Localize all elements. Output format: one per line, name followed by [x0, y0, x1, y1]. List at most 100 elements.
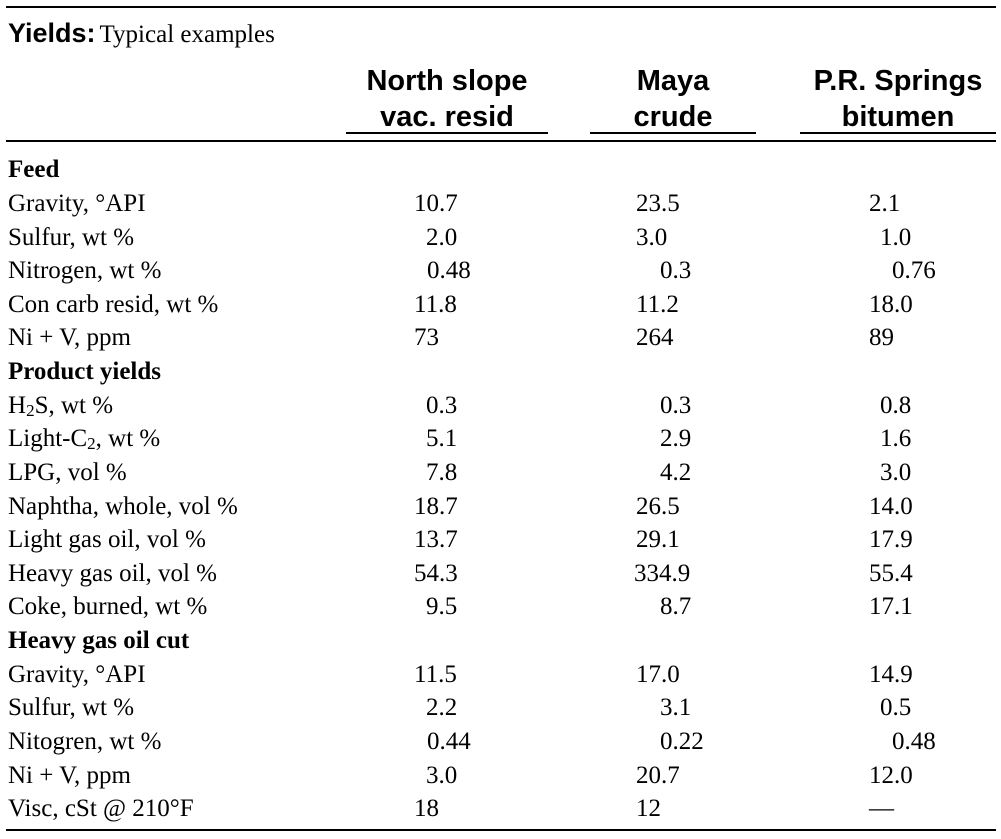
table-row: Sulfur, wt % 2.0 3.0 1.0: [0, 221, 1001, 255]
column-header-line: North slope: [366, 65, 528, 97]
cell-maya: 26.5: [636, 493, 680, 520]
title-bold: Yields:: [8, 18, 96, 48]
cell-maya: 0.22: [660, 728, 704, 755]
top-rule: [6, 6, 996, 8]
cell-pr-springs: 14.0: [869, 493, 913, 520]
table-row: Nitogren, wt % 0.44 0.22 0.48: [0, 725, 1001, 759]
cell-maya: 0.3: [660, 257, 692, 284]
cell-maya: 4.2: [660, 459, 692, 486]
cell-maya: 20.7: [636, 762, 680, 789]
table-row: Ni + V, ppm 3.0 20.7 12.0: [0, 759, 1001, 793]
row-label-part: H: [8, 392, 27, 419]
row-label: Naphtha, whole, vol %: [8, 493, 238, 520]
cell-north-slope: 73: [414, 324, 439, 351]
column-header-underline: [346, 132, 548, 134]
cell-north-slope: 11.5: [414, 661, 457, 688]
row-label-subscript: 2: [26, 401, 35, 420]
cell-north-slope: 3.0: [426, 762, 458, 789]
column-header-maya: Maya crude: [590, 63, 756, 135]
row-label: H2S, wt %: [8, 389, 113, 423]
cell-pr-springs: 0.76: [892, 257, 936, 284]
column-header-underline: [800, 132, 996, 134]
cell-north-slope: 2.2: [426, 694, 458, 721]
cell-maya: 12: [636, 795, 661, 822]
cell-north-slope: 11.8: [414, 291, 457, 318]
cell-north-slope: 18.7: [414, 493, 458, 520]
row-label: Light-C2, wt %: [8, 422, 160, 456]
cell-pr-springs: 1.0: [880, 224, 912, 251]
table-row: Heavy gas oil, vol % 54.3 334.9 55.4: [0, 557, 1001, 591]
column-header-line: P.R. Springs: [813, 65, 983, 97]
cell-pr-springs: 1.6: [880, 425, 912, 452]
column-header-line: Maya: [636, 65, 710, 97]
cell-north-slope: 10.7: [414, 190, 458, 217]
row-label: Con carb resid, wt %: [8, 291, 219, 318]
row-label: Nitogren, wt %: [8, 728, 162, 755]
table-row: Light gas oil, vol % 13.7 29.1 17.9: [0, 523, 1001, 557]
table-row: Gravity, °API 10.7 23.5 2.1: [0, 187, 1001, 221]
cell-pr-springs: 0.8: [880, 392, 912, 419]
cell-maya: 3.1: [660, 694, 692, 721]
cell-north-slope: 0.3: [426, 392, 458, 419]
cell-maya: 8.7: [660, 593, 692, 620]
cell-north-slope: 18: [414, 795, 439, 822]
cell-pr-springs: 18.0: [869, 291, 913, 318]
cell-maya: 11.2: [636, 291, 679, 318]
column-header-north-slope: North slope vac. resid: [346, 63, 548, 135]
row-label-part: Light-C: [8, 425, 88, 452]
cell-pr-springs: 17.1: [869, 593, 913, 620]
cell-pr-springs: 17.9: [869, 526, 913, 553]
row-label-subscript: 2: [87, 434, 96, 453]
row-label: Gravity, °API: [8, 661, 146, 688]
cell-pr-springs: 0.48: [892, 728, 936, 755]
table-row: Nitrogen, wt % 0.48 0.3 0.76: [0, 254, 1001, 288]
cell-maya: 29.1: [636, 526, 680, 553]
cell-pr-springs: 0.5: [880, 694, 912, 721]
cell-pr-springs: 12.0: [869, 762, 913, 789]
table-row: Coke, burned, wt % 9.5 8.7 17.1: [0, 590, 1001, 624]
column-header-line: bitumen: [841, 101, 955, 133]
row-label: Heavy gas oil, vol %: [8, 560, 217, 587]
cell-pr-springs: 89: [869, 324, 894, 351]
cell-north-slope: 7.8: [426, 459, 458, 486]
cell-maya: 2.9: [660, 425, 692, 452]
row-label: LPG, vol %: [8, 459, 127, 486]
cell-pr-springs: —: [869, 795, 894, 822]
cell-north-slope: 2.0: [426, 224, 458, 251]
table-row: Con carb resid, wt % 11.8 11.2 18.0: [0, 288, 1001, 322]
cell-north-slope: 54.3: [414, 560, 458, 587]
table-row: Naphtha, whole, vol % 18.7 26.5 14.0: [0, 490, 1001, 524]
table-row: Ni + V, ppm 73 264 89: [0, 321, 1001, 355]
section-label: Product yields: [8, 358, 162, 385]
title-rest: Typical examples: [99, 21, 275, 48]
cell-maya: 0.3: [660, 392, 692, 419]
cell-north-slope: 0.44: [427, 728, 471, 755]
cell-pr-springs: 2.1: [869, 190, 901, 217]
cell-maya: 17.0: [636, 661, 680, 688]
cell-north-slope: 13.7: [414, 526, 458, 553]
cell-north-slope: 0.48: [427, 257, 471, 284]
section-label: Feed: [8, 156, 60, 183]
cell-maya: 3.0: [636, 224, 668, 251]
row-label: Sulfur, wt %: [8, 694, 135, 721]
section-heading-heavy-gas-oil-cut: Heavy gas oil cut: [0, 624, 1001, 658]
row-label: Gravity, °API: [8, 190, 146, 217]
row-label: Coke, burned, wt %: [8, 593, 208, 620]
section-label: Heavy gas oil cut: [8, 627, 190, 654]
table-row: LPG, vol % 7.8 4.2 3.0: [0, 456, 1001, 490]
row-label: Ni + V, ppm: [8, 762, 131, 789]
column-header-line: vac. resid: [380, 101, 514, 133]
table-row: Light-C2, wt % 5.1 2.9 1.6: [0, 422, 1001, 456]
bottom-rule: [6, 829, 996, 831]
row-label-part: S, wt %: [34, 392, 114, 419]
row-label: Nitrogen, wt %: [8, 257, 162, 284]
row-label-part: , wt %: [95, 425, 161, 452]
row-label: Ni + V, ppm: [8, 324, 131, 351]
row-label: Sulfur, wt %: [8, 224, 135, 251]
section-heading-feed: Feed: [0, 153, 1001, 187]
table-row: Visc, cSt @ 210°F 18 12 —: [0, 792, 1001, 826]
cell-pr-springs: 3.0: [880, 459, 912, 486]
table-row: Gravity, °API 11.5 17.0 14.9: [0, 658, 1001, 692]
table-row: H2S, wt % 0.3 0.3 0.8: [0, 389, 1001, 423]
